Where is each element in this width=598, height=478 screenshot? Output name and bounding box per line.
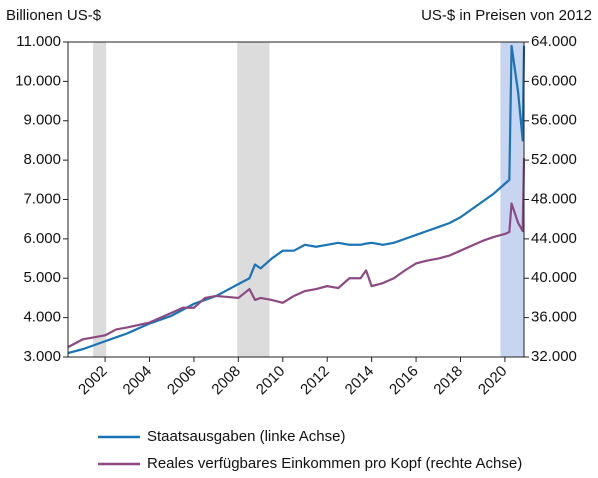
- x-tick-label: 2016: [386, 363, 422, 399]
- plot-frame: [67, 41, 525, 358]
- y-tick-label: 3.000: [23, 348, 61, 365]
- x-tick-label: 2018: [430, 363, 466, 399]
- series-line: [67, 44, 526, 355]
- y-tick-label: 10.000: [15, 72, 61, 89]
- legend-label: Reales verfügbares Einkommen pro Kopf (r…: [147, 455, 522, 472]
- x-tick-label: 2004: [120, 363, 156, 399]
- y2-tick-label: 40.000: [531, 269, 577, 286]
- shaded-range: [93, 42, 107, 357]
- x-tick-label: 2002: [75, 363, 111, 399]
- y2-tick-label: 48.000: [531, 190, 577, 207]
- y-tick-label: 7.000: [23, 190, 61, 207]
- x-tick-label: 2008: [208, 363, 244, 399]
- y2-axis-label: US-$ in Preisen von 2012: [421, 7, 592, 24]
- y2-tick-label: 56.000: [531, 112, 577, 129]
- y-tick-label: 8.000: [23, 151, 61, 168]
- x-tick-label: 2006: [164, 363, 200, 399]
- y2-tick-label: 64.000: [531, 33, 577, 50]
- y2-tick-label: 32.000: [531, 348, 577, 365]
- y2-tick-label: 36.000: [531, 309, 577, 326]
- x-tick-label: 2014: [342, 363, 378, 399]
- y-tick-label: 4.000: [23, 309, 61, 326]
- y2-tick-label: 52.000: [531, 151, 577, 168]
- y-tick-label: 5.000: [23, 269, 61, 286]
- y-tick-label: 6.000: [23, 230, 61, 247]
- y2-tick-label: 60.000: [531, 72, 577, 89]
- y2-tick-label: 44.000: [531, 230, 577, 247]
- y-axis-label: Billionen US-$: [6, 7, 102, 24]
- y-tick-label: 9.000: [23, 112, 61, 129]
- x-tick-label: 2010: [253, 363, 289, 399]
- x-tick-label: 2020: [475, 363, 511, 399]
- series-line: [67, 158, 526, 349]
- shaded-range: [500, 42, 524, 357]
- shaded-range: [237, 42, 270, 357]
- y-tick-label: 11.000: [16, 33, 61, 50]
- legend-label: Staatsausgaben (linke Achse): [147, 428, 345, 445]
- x-tick-label: 2012: [297, 363, 333, 399]
